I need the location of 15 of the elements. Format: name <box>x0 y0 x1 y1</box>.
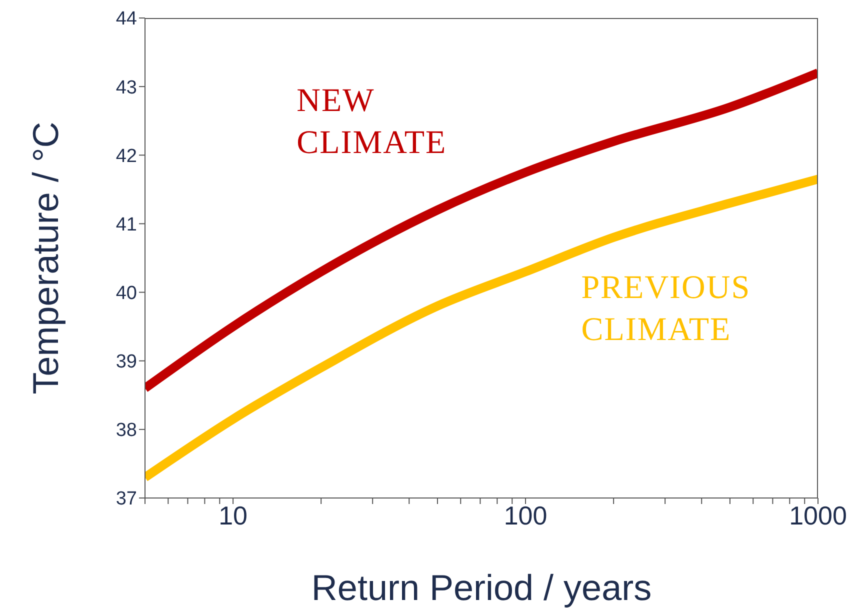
x-tick-label: 1000 <box>789 500 847 530</box>
x-tick-label: 100 <box>504 500 548 530</box>
y-tick-label: 41 <box>116 214 137 236</box>
x-tick-label: 10 <box>218 500 248 530</box>
y-tick-label: 39 <box>116 352 137 373</box>
series-label: NEW CLIMATE <box>296 82 448 163</box>
y-tick-label: 40 <box>116 283 137 304</box>
y-tick-label: 44 <box>116 8 138 30</box>
x-axis-title: Return Period / years <box>311 567 652 608</box>
y-tick-label: 38 <box>116 420 137 442</box>
series-label: PREVIOUS CLIMATE <box>581 268 752 350</box>
y-axis-title: Temperature / °C <box>24 122 66 394</box>
y-tick-label: 43 <box>116 77 137 98</box>
y-tick-label: 42 <box>116 146 137 167</box>
y-tick-label: 37 <box>116 488 137 510</box>
